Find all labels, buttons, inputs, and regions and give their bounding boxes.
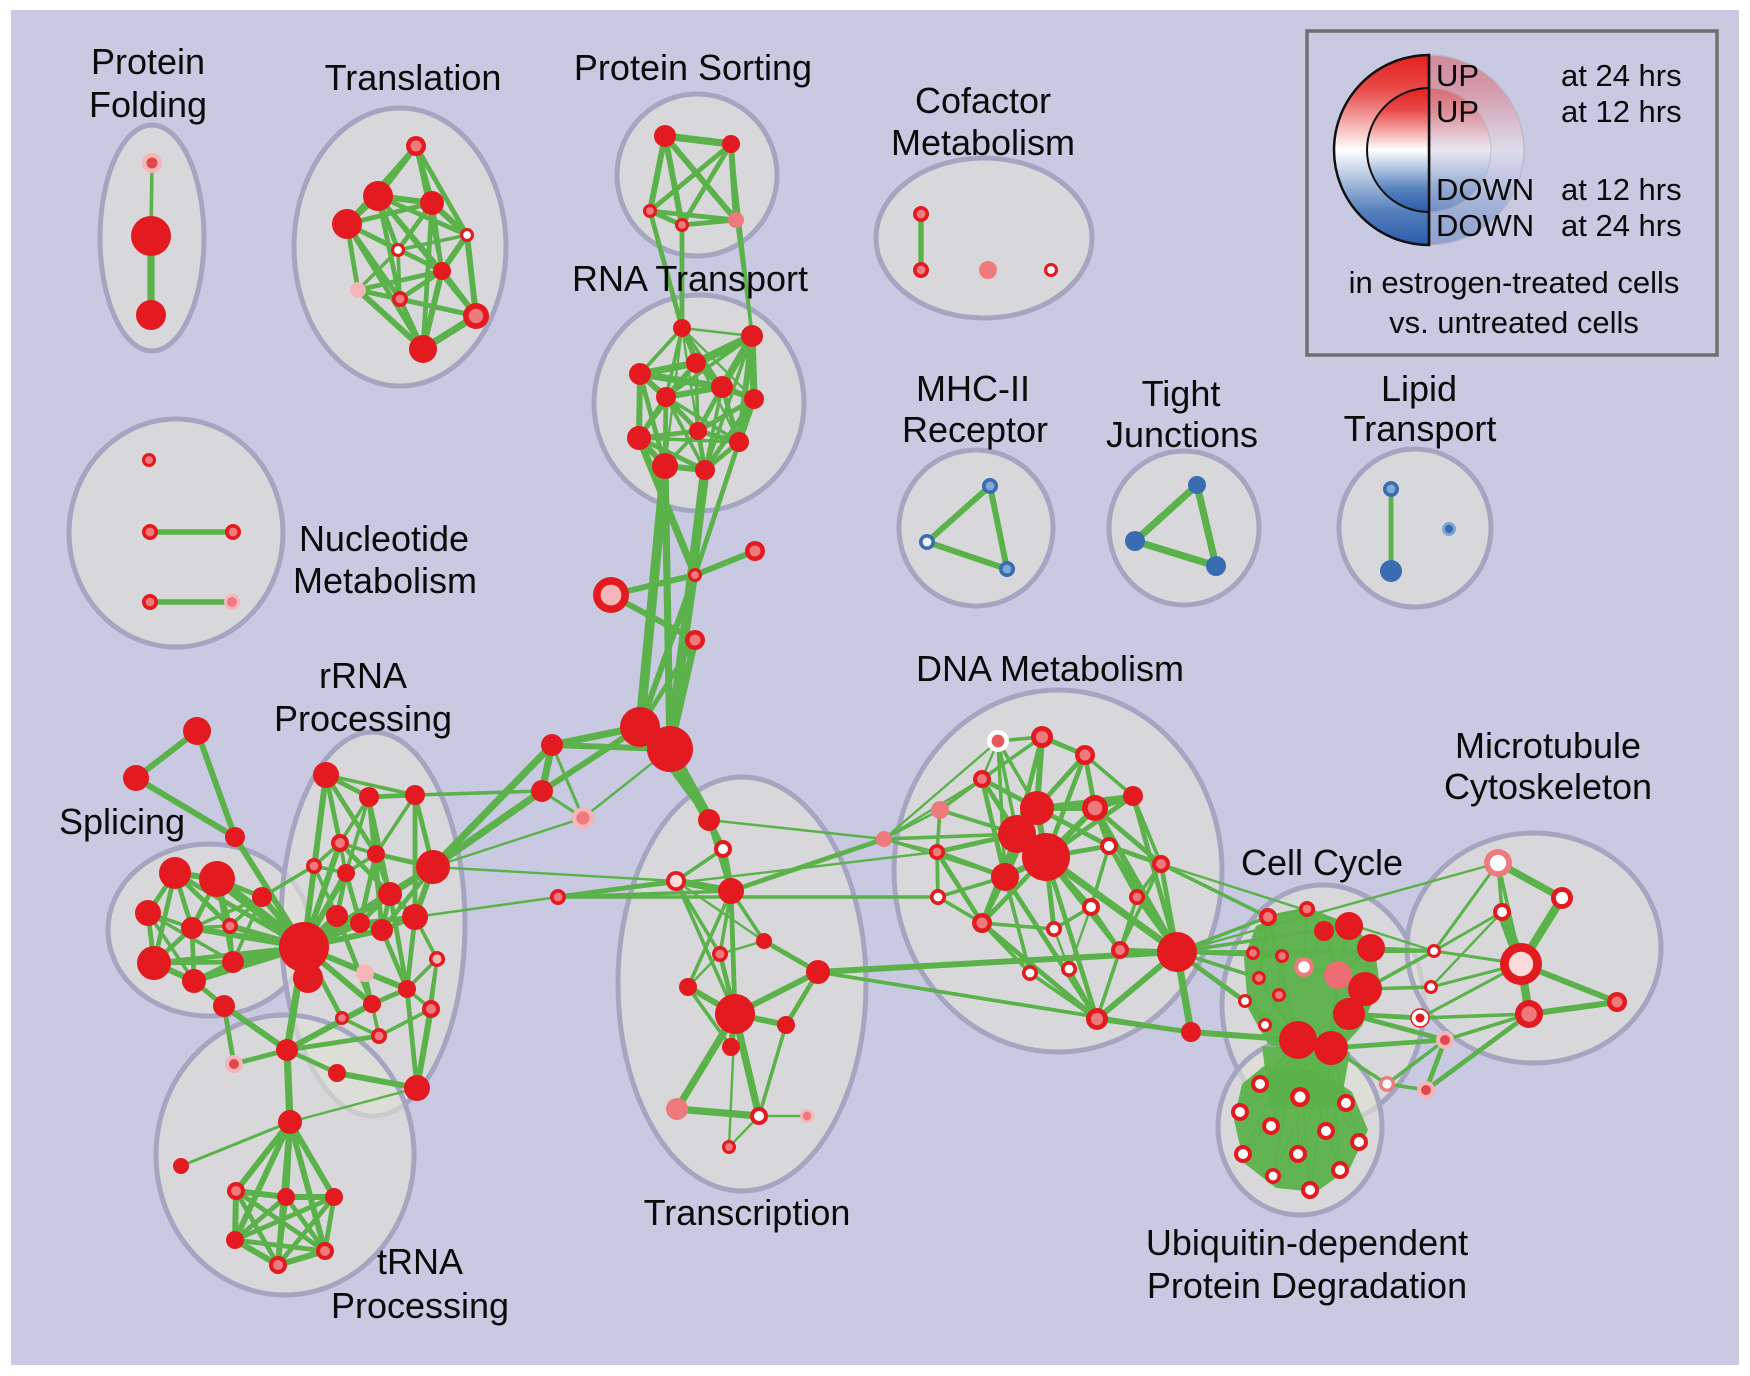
svg-text:UP: UP	[1436, 58, 1479, 93]
svg-text:Cytoskeleton: Cytoskeleton	[1444, 766, 1652, 807]
svg-text:rRNA: rRNA	[319, 655, 407, 696]
svg-text:Tight: Tight	[1142, 373, 1221, 414]
svg-text:Metabolism: Metabolism	[891, 122, 1075, 163]
svg-text:at 12 hrs: at 12 hrs	[1561, 172, 1682, 207]
svg-text:tRNA: tRNA	[377, 1241, 463, 1282]
svg-text:Nucleotide: Nucleotide	[299, 518, 469, 559]
svg-text:RNA Transport: RNA Transport	[572, 258, 808, 299]
svg-text:Cell Cycle: Cell Cycle	[1241, 842, 1403, 883]
svg-text:Junctions: Junctions	[1106, 414, 1258, 455]
svg-text:DOWN: DOWN	[1436, 172, 1534, 207]
svg-text:Ubiquitin-dependent: Ubiquitin-dependent	[1146, 1222, 1468, 1263]
svg-text:DOWN: DOWN	[1436, 208, 1534, 243]
svg-text:MHC-II: MHC-II	[916, 368, 1030, 409]
svg-text:Splicing: Splicing	[59, 801, 185, 842]
svg-text:Protein: Protein	[91, 41, 205, 82]
svg-text:UP: UP	[1436, 94, 1479, 129]
svg-text:at 12 hrs: at 12 hrs	[1561, 94, 1682, 129]
svg-text:Processing: Processing	[331, 1285, 509, 1326]
svg-text:Protein Sorting: Protein Sorting	[574, 47, 812, 88]
svg-text:DNA Metabolism: DNA Metabolism	[916, 648, 1184, 689]
svg-text:at 24 hrs: at 24 hrs	[1561, 58, 1682, 93]
svg-text:in estrogen-treated cells: in estrogen-treated cells	[1349, 265, 1680, 300]
svg-text:Processing: Processing	[274, 698, 452, 739]
svg-text:Translation: Translation	[325, 57, 502, 98]
svg-text:Transport: Transport	[1344, 408, 1497, 449]
svg-text:Metabolism: Metabolism	[293, 560, 477, 601]
svg-text:Protein Degradation: Protein Degradation	[1147, 1265, 1467, 1306]
svg-text:Transcription: Transcription	[644, 1192, 851, 1233]
svg-text:Receptor: Receptor	[902, 409, 1048, 450]
svg-text:Folding: Folding	[89, 84, 207, 125]
svg-text:Lipid: Lipid	[1381, 368, 1457, 409]
svg-text:vs. untreated cells: vs. untreated cells	[1389, 305, 1639, 340]
svg-text:at 24 hrs: at 24 hrs	[1561, 208, 1682, 243]
svg-text:Microtubule: Microtubule	[1455, 725, 1641, 766]
svg-text:Cofactor: Cofactor	[915, 80, 1051, 121]
